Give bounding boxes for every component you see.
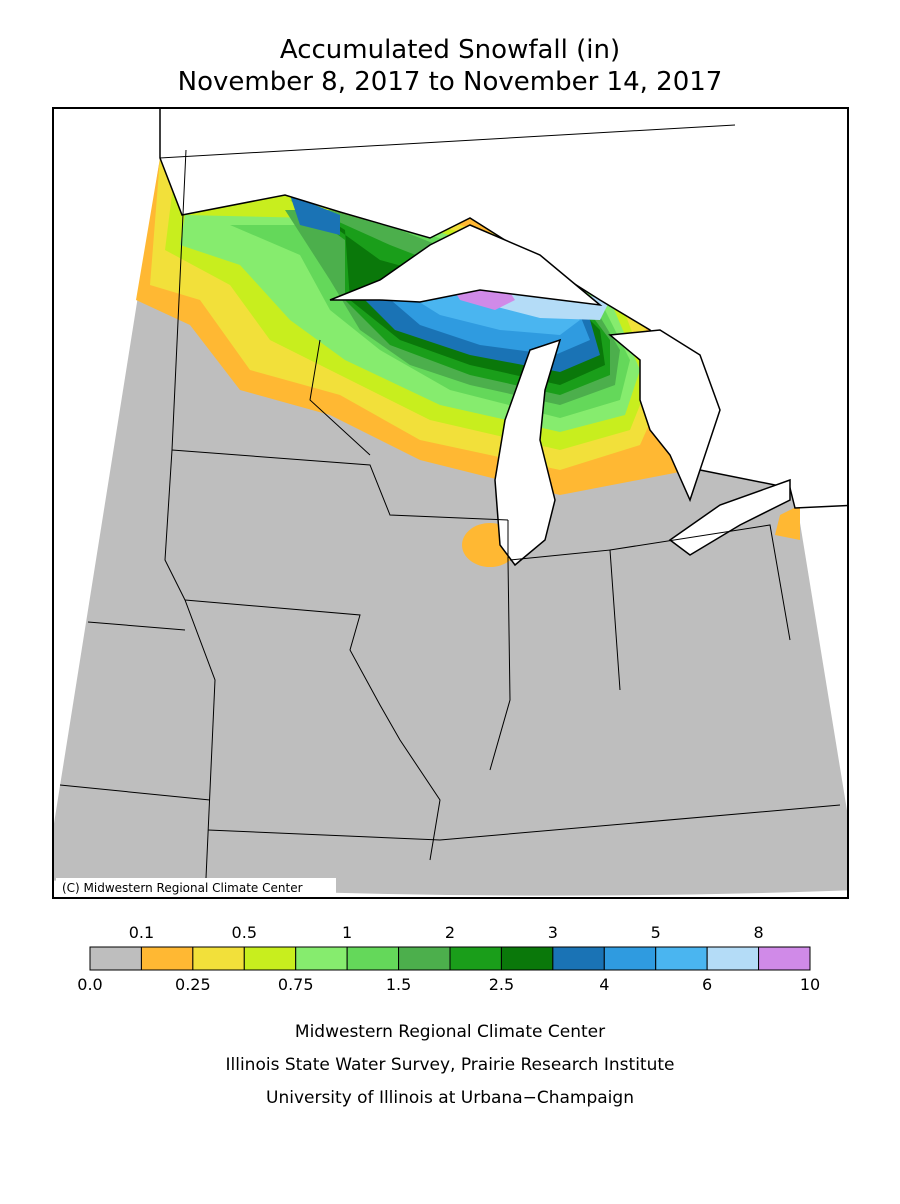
- legend-swatch: [552, 946, 605, 971]
- legend-swatch: [89, 946, 142, 971]
- state-lines: [59, 149, 841, 898]
- lake-michigan: [494, 338, 562, 567]
- snow-zone: [775, 505, 800, 540]
- legend-label: 3: [548, 923, 558, 942]
- legend-swatch: [449, 946, 502, 971]
- legend-swatch: [758, 946, 811, 971]
- snow-zone: [400, 290, 580, 335]
- footer-line: Illinois State Water Survey, Prairie Res…: [226, 1055, 675, 1075]
- canada: [159, 108, 848, 509]
- legend-swatch: [500, 946, 554, 971]
- legend-swatch: [243, 946, 297, 971]
- legend-label: 5: [651, 923, 661, 942]
- legend-label: 0.25: [175, 975, 211, 994]
- legend-label: 10: [800, 975, 820, 994]
- title-line: November 8, 2017 to November 14, 2017: [178, 67, 723, 97]
- legend-swatch: [655, 946, 708, 971]
- lake-superior: [329, 224, 603, 307]
- map-body: (C) Midwestern Regional Climate Center: [53, 108, 848, 898]
- map-frame: [52, 107, 849, 899]
- legend-label: 0.0: [77, 975, 102, 994]
- lake-huron: [608, 329, 721, 503]
- legend-swatch: [295, 946, 348, 971]
- legend-label: 1: [342, 923, 352, 942]
- copyright-box: [56, 878, 336, 897]
- legend-swatch: [398, 946, 451, 971]
- legend-label: 0.5: [232, 923, 257, 942]
- legend-swatch: [706, 946, 760, 971]
- legend-label: 8: [753, 923, 763, 942]
- legend-label: 6: [702, 975, 712, 994]
- title-line: Accumulated Snowfall (in): [280, 35, 620, 65]
- legend-swatch: [192, 946, 245, 971]
- legend-label: 4: [599, 975, 609, 994]
- map: (C) Midwestern Regional Climate Center: [52, 107, 849, 899]
- legend-label: 2.5: [489, 975, 514, 994]
- map-edge: [159, 108, 736, 159]
- legend-swatch: [346, 946, 400, 971]
- legend-label: 2: [445, 923, 455, 942]
- footer-line: Midwestern Regional Climate Center: [295, 1022, 605, 1042]
- footer-line: University of Illinois at Urbana−Champai…: [266, 1088, 634, 1108]
- copyright: (C) Midwestern Regional Climate Center: [62, 881, 303, 895]
- legend-swatch: [140, 946, 194, 971]
- legend: 0.0 0.1 0.25 0.5 0.75 1 1.5 2 2.5 3 4 5 6 8 10: [77, 923, 820, 994]
- legend-label: 0.75: [278, 975, 314, 994]
- legend-label: 0.1: [129, 923, 154, 942]
- legend-label: 1.5: [386, 975, 411, 994]
- legend-swatch: [603, 946, 657, 971]
